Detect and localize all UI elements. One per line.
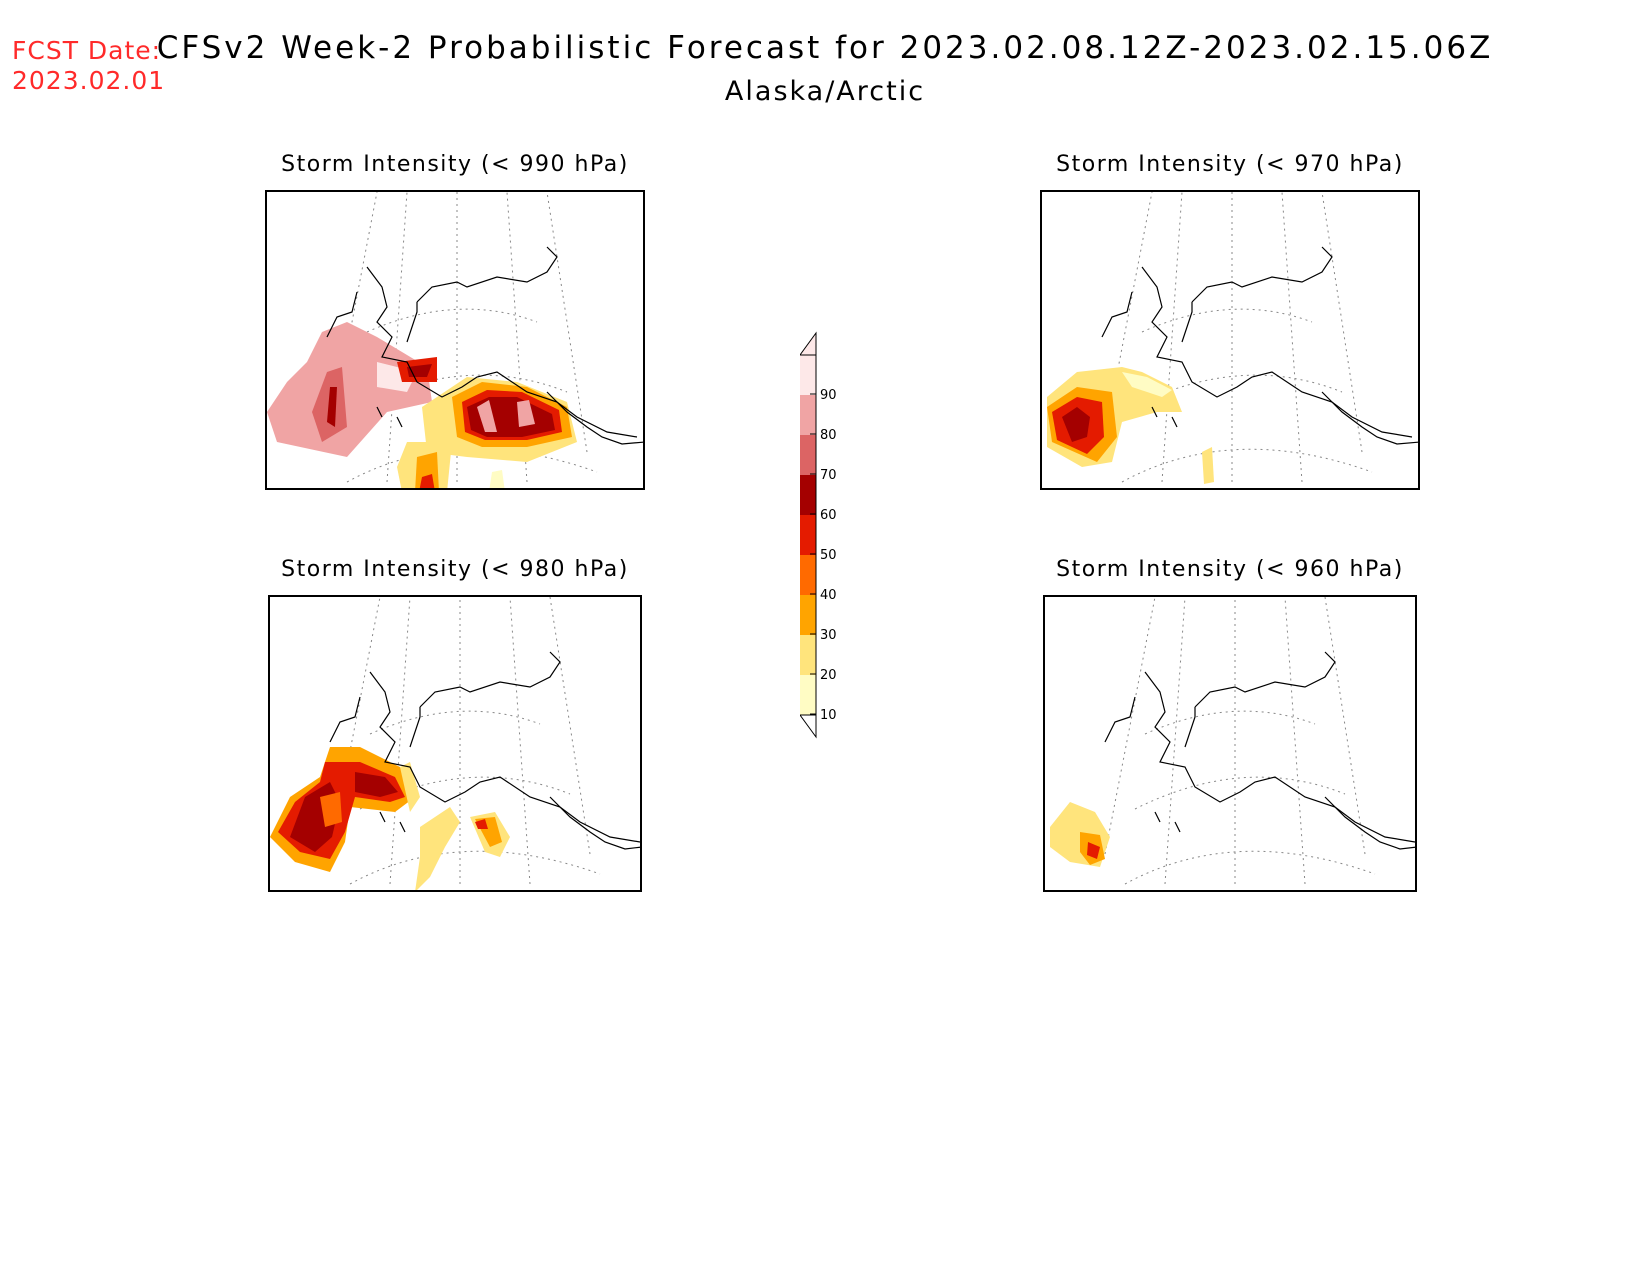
map-980 [270, 597, 640, 890]
colorbar: 10 20 30 40 50 60 70 80 90 [799, 330, 890, 750]
panel-title-980: Storm Intensity (< 980 hPa) [281, 557, 629, 582]
coastline [326, 246, 643, 445]
colorbar-tick-label: 30 [820, 628, 837, 643]
region-subtitle: Alaska/Arctic [724, 76, 926, 107]
storm-probability-fill [270, 747, 510, 890]
graticule [1101, 192, 1373, 483]
colorbar-tick-label: 60 [820, 508, 837, 523]
graticule [329, 597, 601, 885]
coastline [1101, 246, 1418, 445]
colorbar-legend: 10 20 30 40 50 60 70 80 90 [799, 331, 837, 739]
panel-title-990: Storm Intensity (< 990 hPa) [281, 152, 629, 177]
colorbar-tick-label: 80 [820, 428, 837, 443]
colorbar-tick-label: 40 [820, 588, 837, 603]
colorbar-swatch [800, 435, 816, 475]
graticule [1104, 597, 1376, 885]
map-panel-980 [268, 595, 642, 892]
colorbar-swatch [800, 475, 816, 515]
coastline [329, 651, 640, 850]
map-panel-970 [1040, 190, 1420, 490]
colorbar-tick-label: 20 [820, 668, 837, 683]
colorbar-tick-label: 10 [820, 708, 837, 723]
map-panel-990 [265, 190, 645, 490]
storm-probability-fill [267, 322, 577, 488]
storm-probability-fill [1050, 802, 1110, 867]
forecast-date-value: 2023.02.01 [12, 66, 166, 95]
colorbar-swatch [800, 675, 816, 715]
forecast-date-block: FCST Date: 2023.02.01 [12, 36, 165, 96]
colorbar-swatch [800, 395, 816, 435]
colorbar-swatch [800, 595, 816, 635]
colorbar-tick-label: 90 [820, 388, 837, 403]
page-title: CFSv2 Week-2 Probabilistic Forecast for … [156, 30, 1494, 66]
map-970 [1047, 192, 1418, 484]
map-panel-960 [1043, 595, 1417, 892]
coastline [1104, 651, 1415, 850]
colorbar-swatch [800, 635, 816, 675]
colorbar-swatch [800, 515, 816, 555]
colorbar-tick-label: 70 [820, 468, 837, 483]
colorbar-top-cap [799, 331, 817, 356]
colorbar-swatch [800, 355, 816, 395]
colorbar-bottom-cap [799, 714, 817, 739]
map-960 [1050, 597, 1415, 885]
storm-probability-fill [1047, 367, 1214, 484]
map-990 [267, 192, 643, 488]
colorbar-tick-label: 50 [820, 548, 837, 563]
panel-title-960: Storm Intensity (< 960 hPa) [1056, 557, 1404, 582]
panel-title-970: Storm Intensity (< 970 hPa) [1056, 152, 1404, 177]
forecast-date-label: FCST Date: [12, 36, 162, 65]
colorbar-swatch [800, 555, 816, 595]
